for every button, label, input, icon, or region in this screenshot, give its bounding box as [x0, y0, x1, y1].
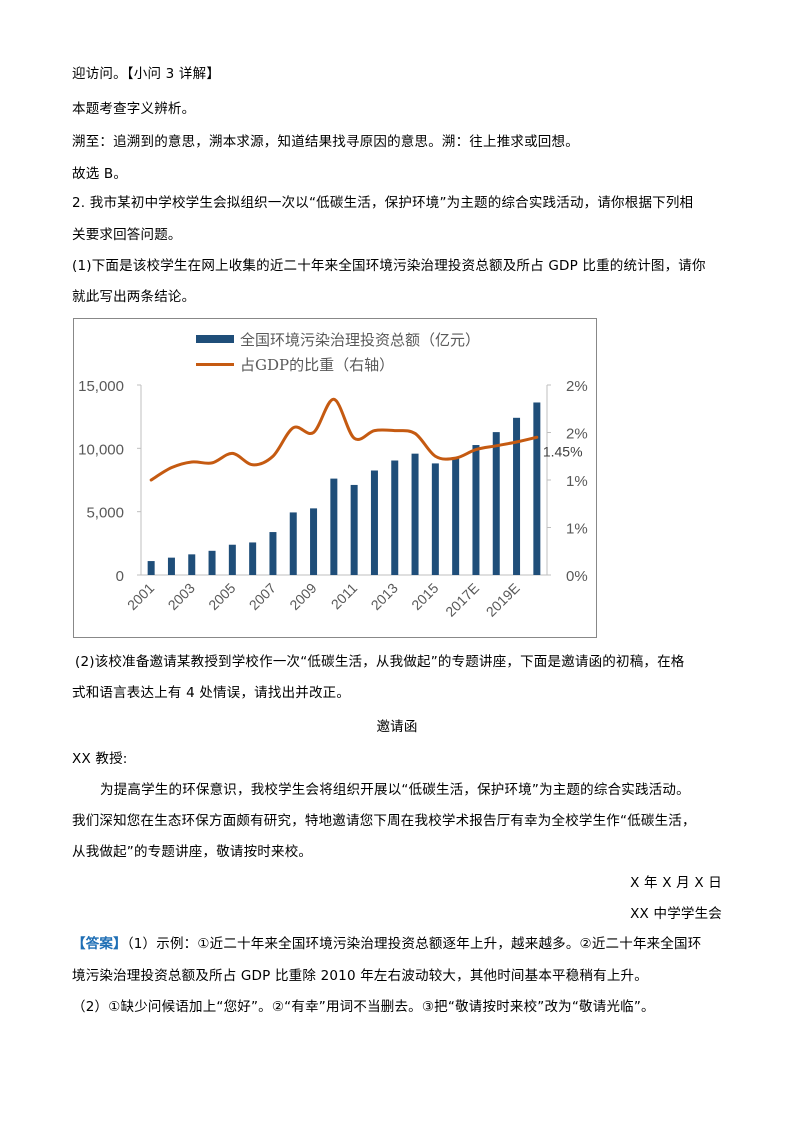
svg-text:2007: 2007	[246, 580, 279, 613]
svg-text:2005: 2005	[205, 580, 238, 613]
svg-text:2011: 2011	[328, 580, 361, 613]
svg-text:2009: 2009	[286, 580, 319, 613]
svg-text:1%: 1%	[566, 473, 588, 490]
investment-chart: 0 5,000 10,000 15,000 0% 1% 1% 2% 2% 1.45% 2001 200…	[73, 318, 597, 638]
answer-tag: 【答案】	[72, 936, 127, 952]
svg-text:15,000: 15,000	[78, 378, 124, 395]
letter-signature: XX 中学学生会	[630, 906, 722, 922]
svg-text:2%: 2%	[566, 378, 588, 395]
letter-body: 从我做起”的专题讲座，敬请按时来校。	[72, 844, 313, 860]
question-2-1: (1)下面是该校学生在网上收集的近二十年来全国环境污染治理投资总额及所占 GDP…	[72, 258, 706, 274]
svg-text:1%: 1%	[566, 521, 588, 538]
svg-text:10,000: 10,000	[78, 441, 124, 458]
svg-text:2001: 2001	[124, 580, 157, 613]
text-line: 故选 B。	[72, 166, 128, 182]
svg-text:2003: 2003	[165, 580, 198, 613]
question-2-2: (2)该校准备邀请某教授到学校作一次“低碳生活，从我做起”的专题讲座，下面是邀请…	[75, 654, 685, 670]
text-line: 关要求回答问题。	[72, 227, 182, 243]
letter-body: 我们深知您在生态环保方面颇有研究，特地邀请您下周在我校学术报告厅有幸为全校学生作…	[72, 813, 696, 829]
question-2: 2. 我市某初中学校学生会拟组织一次以“低碳生活，保护环境”为主题的综合实践活动…	[72, 195, 694, 211]
svg-text:0: 0	[116, 568, 124, 585]
answer-line: 【答案】（1）示例：①近二十年来全国环境污染治理投资总额逐年上升，越来越多。②近…	[72, 934, 701, 954]
letter-body: 为提高学生的环保意识，我校学生会将组织开展以“低碳生活，保护环境”为主题的综合实…	[100, 782, 690, 798]
svg-text:全国环境污染治理投资总额（亿元）: 全国环境污染治理投资总额（亿元）	[240, 331, 480, 349]
text-line: 式和语言表达上有 4 处情误，请找出并改正。	[72, 685, 351, 701]
answer-line: 境污染治理投资总额及所占 GDP 比重除 2010 年左右波动较大，其他时间基本…	[72, 968, 648, 984]
answer-text: （1）示例：①近二十年来全国环境污染治理投资总额逐年上升，越来越多。②近二十年来…	[126, 936, 702, 952]
text-line: 就此写出两条结论。	[72, 289, 196, 305]
svg-text:0%: 0%	[566, 568, 588, 585]
answer-line: （2）①缺少问候语加上“您好”。②“有幸”用词不当删去。③把“敬请按时来校”改为…	[72, 999, 655, 1015]
text-line: 溯至：追溯到的意思，溯本求源，知道结果找寻原因的意思。溯：往上推求或回想。	[72, 134, 579, 150]
letter-title: 邀请函	[376, 719, 418, 735]
svg-text:2017E: 2017E	[442, 580, 482, 620]
letter-salutation: XX 教授:	[72, 751, 128, 767]
letter-date: X 年 X 月 X 日	[630, 875, 722, 891]
svg-text:2019E: 2019E	[483, 580, 523, 620]
svg-text:2%: 2%	[566, 426, 588, 443]
svg-text:5,000: 5,000	[86, 505, 124, 522]
text-line: 本题考查字义辨析。	[72, 101, 196, 117]
text-line: 迎访问。【小问 3 详解】	[72, 66, 221, 82]
svg-text:1.45%: 1.45%	[543, 443, 583, 459]
svg-text:2013: 2013	[368, 580, 401, 613]
svg-text:占GDP的比重（右轴）: 占GDP的比重（右轴）	[240, 356, 394, 374]
svg-text:2015: 2015	[408, 580, 441, 613]
